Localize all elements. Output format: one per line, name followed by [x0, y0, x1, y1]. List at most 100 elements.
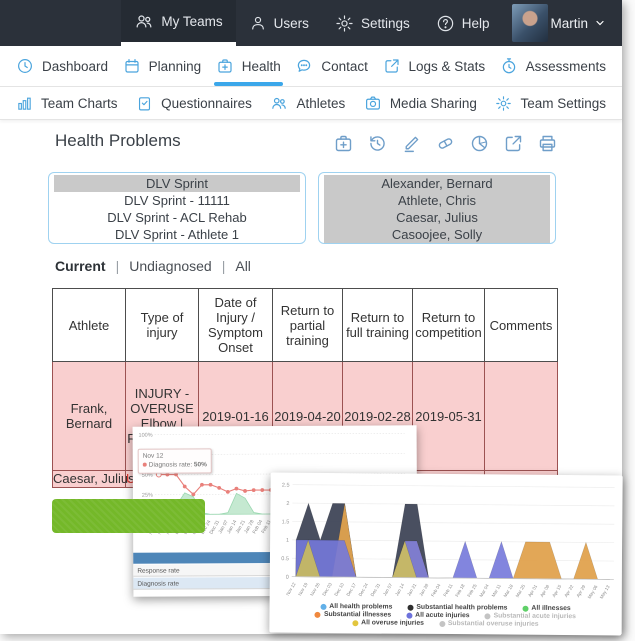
nav-team-charts[interactable]: Team Charts	[16, 87, 118, 119]
bar-chart-icon	[16, 95, 33, 112]
nav-contact[interactable]: Contact	[295, 46, 368, 86]
svg-text:Mar 04: Mar 04	[478, 583, 490, 598]
help-icon	[436, 14, 455, 33]
medkit-plus-icon	[216, 57, 234, 75]
list-item[interactable]: Athlete, Chris	[324, 192, 550, 209]
tab-all[interactable]: All	[235, 258, 251, 274]
svg-text:Dec 17: Dec 17	[345, 582, 357, 597]
svg-text:1: 1	[286, 538, 289, 544]
nav-team-settings[interactable]: Team Settings	[495, 87, 606, 119]
list-item[interactable]: DLV Sprint - Def	[54, 243, 300, 244]
legend-item[interactable]: Substantial overuse injuries	[438, 620, 539, 628]
legend-dot	[406, 612, 413, 619]
legend-item[interactable]: Substantial illnesses	[314, 611, 391, 619]
export-box-icon	[383, 57, 401, 75]
legend-dot	[407, 604, 414, 611]
legend-item[interactable]: All health problems	[320, 603, 392, 611]
chevron-down-icon	[594, 17, 606, 29]
svg-text:Jan 28: Jan 28	[418, 582, 429, 597]
team-listbox[interactable]: DLV Sprint DLV Sprint - 11111 DLV Sprint…	[48, 172, 306, 244]
filter-tabs: Current | Undiagnosed | All	[55, 258, 251, 274]
edit-icon[interactable]	[401, 133, 422, 154]
svg-text:Jan 14: Jan 14	[394, 582, 405, 597]
topnav-label: Help	[461, 15, 490, 31]
legend-dot	[320, 603, 327, 610]
athlete-listbox[interactable]: Alexander, Bernard Athlete, Chris Caesar…	[318, 172, 556, 244]
list-item[interactable]: D, T	[324, 243, 550, 244]
nav-questionnaires[interactable]: Questionnaires	[136, 87, 252, 119]
svg-text:Jan 21: Jan 21	[406, 582, 417, 597]
topnav-help[interactable]: Help	[423, 0, 503, 46]
legend-item[interactable]: Substantial acute injuries	[484, 612, 576, 620]
nav-label: Contact	[321, 58, 368, 74]
svg-text:Dec 24: Dec 24	[358, 582, 370, 597]
action-button[interactable]	[52, 499, 205, 533]
health-problems-area-chart-card: 2.5 2 1.5 1 0.5 0 Nov 12 Nov 19 Nov 26 Dec 03 Dec …	[269, 472, 623, 636]
svg-text:25%: 25%	[142, 493, 153, 499]
chart-tooltip: Nov 12 Diagnosis rate: 50%	[137, 448, 212, 474]
svg-text:Feb 25: Feb 25	[466, 583, 478, 598]
svg-text:Apr 29: Apr 29	[575, 584, 586, 598]
legend-item[interactable]: Substantial health problems	[407, 604, 507, 612]
primary-navigation: Dashboard Planning Health Contact Logs &…	[0, 46, 622, 87]
list-item[interactable]: DLV Sprint - ACL Rehab	[107, 210, 247, 225]
nav-athletes[interactable]: Athletes	[270, 87, 345, 119]
series-dot	[142, 463, 147, 468]
tooltip-value: 50%	[193, 461, 207, 469]
nav-label: Logs & Stats	[408, 58, 486, 74]
cell-competition: 2019-05-31	[412, 361, 485, 471]
svg-text:Nov 12: Nov 12	[285, 581, 297, 596]
list-item[interactable]: DLV Sprint - Athlete 1	[114, 227, 240, 242]
nav-assessments[interactable]: Assessments	[500, 46, 606, 86]
clipboard-check-icon	[136, 95, 153, 112]
legend-item[interactable]: All acute injuries	[406, 612, 470, 619]
table-header-row: Athlete Type of injury Date of Injury / …	[52, 288, 558, 362]
stopwatch-icon	[500, 57, 518, 75]
tab-current[interactable]: Current	[55, 258, 106, 274]
svg-text:Dec 10: Dec 10	[333, 582, 345, 597]
tooltip-series: Diagnosis rate:	[148, 461, 193, 469]
cell-comments	[484, 361, 558, 471]
legend-item[interactable]: All illnesses	[522, 605, 571, 612]
legend-dot	[484, 612, 491, 619]
users-group-icon	[134, 11, 154, 31]
tab-undiagnosed[interactable]: Undiagnosed	[129, 258, 212, 274]
user-avatar[interactable]	[512, 4, 549, 42]
svg-text:2: 2	[286, 501, 289, 507]
svg-text:Apr 08: Apr 08	[539, 583, 550, 597]
nav-dashboard[interactable]: Dashboard	[16, 46, 108, 86]
tab-separator: |	[221, 258, 226, 274]
svg-text:Apr 22: Apr 22	[563, 584, 574, 598]
cell-athlete: Frank, Bernard	[52, 361, 126, 471]
list-item[interactable]: Alexander, Bernard	[324, 175, 550, 192]
pie-chart-icon[interactable]	[469, 133, 490, 154]
svg-text:Dec 03: Dec 03	[321, 582, 333, 597]
list-item[interactable]: Caesar, Julius	[324, 209, 550, 226]
legend-dot	[522, 605, 529, 612]
col-comments: Comments	[484, 288, 558, 362]
list-item[interactable]: Casoojee, Solly	[324, 226, 550, 243]
topnav-my-teams[interactable]: My Teams	[121, 0, 236, 46]
svg-text:Mar 11: Mar 11	[491, 583, 502, 598]
legend-item[interactable]: All overuse injuries	[352, 619, 424, 627]
topnav-users[interactable]: Users	[236, 0, 322, 46]
svg-text:0: 0	[286, 575, 289, 581]
print-icon[interactable]	[537, 133, 558, 154]
add-health-problem-icon[interactable]	[333, 133, 354, 154]
topnav-label: Users	[273, 15, 309, 31]
nav-label: Planning	[148, 58, 202, 74]
medication-icon[interactable]	[435, 133, 456, 154]
topnav-settings[interactable]: Settings	[322, 0, 423, 46]
page-title: Health Problems	[55, 131, 181, 150]
nav-logs-stats[interactable]: Logs & Stats	[383, 46, 486, 86]
nav-planning[interactable]: Planning	[123, 46, 202, 86]
history-icon[interactable]	[367, 133, 388, 154]
nav-health[interactable]: Health	[213, 46, 283, 86]
svg-text:0.5: 0.5	[281, 556, 289, 562]
svg-text:Feb 04: Feb 04	[430, 583, 442, 598]
export-icon[interactable]	[503, 133, 524, 154]
list-item[interactable]: DLV Sprint - 11111	[124, 193, 230, 208]
user-menu[interactable]: Martin	[550, 0, 612, 46]
nav-media-sharing[interactable]: Media Sharing	[364, 87, 477, 119]
list-item[interactable]: DLV Sprint	[54, 175, 300, 192]
